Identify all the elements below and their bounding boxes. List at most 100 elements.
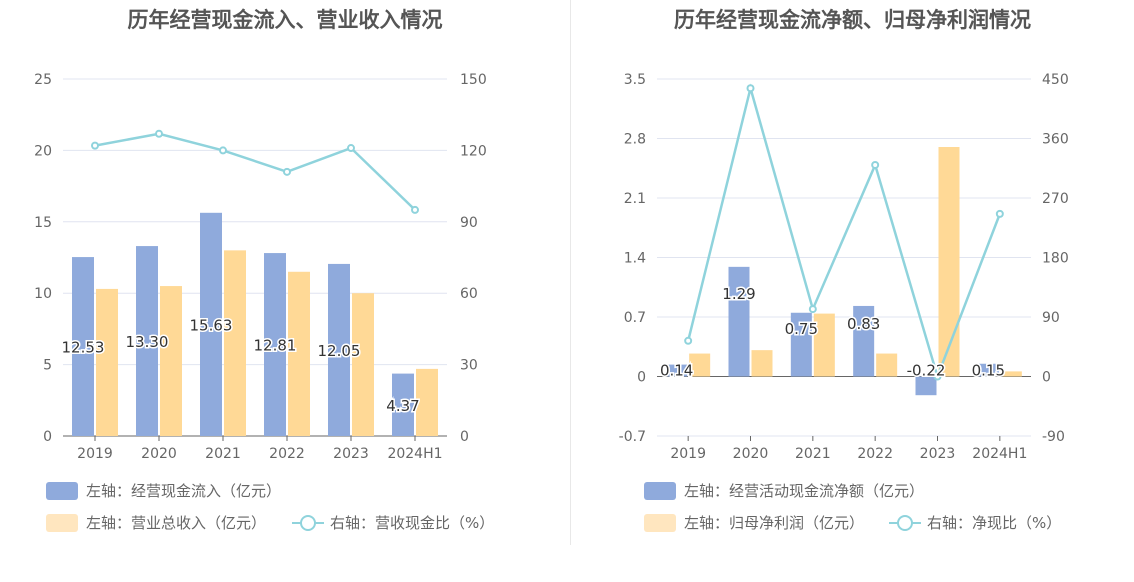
data-label: 0.15 (972, 362, 1005, 380)
y-tick-label-right: 360 (1042, 132, 1069, 148)
bar-orange (876, 353, 898, 377)
bar-blue (977, 363, 999, 377)
bar-blue (853, 305, 875, 377)
line-point (347, 144, 355, 153)
legend-label: 右轴：净现比（%） (927, 514, 1062, 532)
y-tick-label-right: 90 (1042, 310, 1060, 326)
legend-swatch-orange (46, 513, 78, 532)
y-tick-label-right: 150 (460, 72, 487, 88)
bar-blue (790, 312, 812, 377)
data-label: 0.75 (785, 320, 818, 338)
y-tick-label-right: -90 (1042, 429, 1065, 445)
y-tick-label-left: 25 (34, 72, 52, 88)
x-tick-label: 2024H1 (387, 446, 442, 462)
chart-svg-right: -0.7 -90 0 0 0.7 90 1.4 180 2.1 270 2.8 360 3.5 450 20… (619, 72, 1069, 462)
y-tick-label-right: 180 (1042, 251, 1069, 267)
bar-blue (200, 212, 222, 436)
data-label: 13.30 (126, 333, 169, 351)
chart-panel-right: 历年经营现金流净额、归母净利润情况 -0.7 -90 0 0 0.7 90 1.4 180 2.… (571, 0, 1134, 582)
bar-orange (224, 250, 246, 436)
y-tick-label-left: 10 (34, 286, 52, 302)
bar-blue (72, 257, 94, 436)
line-point (684, 336, 693, 345)
legend-line-icon (889, 514, 921, 532)
bar-orange (938, 147, 960, 377)
y-tick-label-right: 120 (460, 143, 487, 159)
line-point (808, 305, 817, 314)
legend-swatch-orange (644, 513, 676, 532)
y-tick-label-left: 1.4 (624, 251, 646, 267)
legend-item-net-cash-ratio[interactable]: 右轴：净现比（%） (889, 512, 1061, 533)
bar-blue (264, 253, 286, 436)
line-point (933, 372, 942, 381)
bar-orange (160, 286, 182, 436)
y-tick-label-right: 0 (1042, 370, 1051, 386)
line-point (283, 167, 291, 176)
bar-orange (689, 353, 711, 377)
panel-divider (570, 0, 571, 545)
bar-orange (416, 368, 438, 436)
bar-orange (288, 271, 310, 436)
y-tick-label-left: -0.7 (619, 429, 646, 445)
data-label: 1.29 (722, 285, 755, 303)
legend-item-net-cash-flow[interactable]: 左轴：经营活动现金流净额（亿元） (644, 480, 924, 501)
bar-orange (751, 350, 773, 377)
line-point (871, 160, 880, 169)
bar-orange (96, 288, 118, 436)
bar-blue (136, 246, 158, 436)
bar-blue (392, 373, 414, 436)
legend-label: 左轴：经营现金流入（亿元） (86, 482, 282, 500)
data-label: 0.14 (660, 362, 693, 380)
bar-orange (813, 313, 835, 377)
y-tick-label-right: 60 (460, 286, 478, 302)
x-tick-label: 2022 (857, 446, 893, 462)
y-tick-label-left: 0.7 (624, 310, 646, 326)
y-tick-label-left: 0 (43, 429, 52, 445)
y-tick-label-right: 90 (460, 215, 478, 231)
x-tick-label: 2020 (141, 446, 177, 462)
y-tick-label-left: 2.8 (624, 132, 646, 148)
bar-blue (666, 364, 688, 377)
data-label: 12.05 (318, 342, 361, 360)
line-point (219, 146, 227, 155)
chart-title-left: 历年经营现金流入、营业收入情况 (127, 8, 443, 32)
legend-swatch-blue (644, 481, 676, 500)
legend-item-cash-inflow[interactable]: 左轴：经营现金流入（亿元） (46, 480, 281, 501)
x-tick-label: 2019 (77, 446, 113, 462)
data-label: 15.63 (190, 316, 233, 334)
y-tick-label-right: 30 (460, 358, 478, 374)
legend-item-ratio[interactable]: 右轴：营收现金比（%） (292, 512, 494, 533)
line-point (91, 141, 99, 150)
data-label: 4.37 (386, 397, 419, 415)
legend-label: 左轴：经营活动现金流净额（亿元） (684, 482, 925, 500)
line-point (746, 84, 755, 93)
data-label: 12.53 (62, 339, 105, 357)
legend-line-icon (292, 514, 324, 532)
bar-blue (328, 263, 350, 436)
legend-item-revenue[interactable]: 左轴：营业总收入（亿元） (46, 512, 266, 533)
bar-orange (1000, 371, 1022, 377)
legend-label: 右轴：营收现金比（%） (330, 514, 495, 532)
legend-label: 左轴：营业总收入（亿元） (86, 514, 267, 532)
chart-panel-left: 历年经营现金流入、营业收入情况 0 0 5 30 10 60 15 90 20 120 25 150 2… (34, 8, 494, 533)
bar-orange (352, 293, 374, 436)
y-tick-label-right: 0 (460, 429, 469, 445)
legend-item-net-profit[interactable]: 左轴：归母净利润（亿元） (644, 512, 864, 533)
chart-svg-left: 0 0 5 30 10 60 15 90 20 120 25 150 2019 2020 2021 2022 2… (34, 72, 487, 462)
x-tick-label: 2023 (920, 446, 956, 462)
y-tick-label-left: 20 (34, 143, 52, 159)
bar-blue (728, 266, 750, 377)
x-tick-label: 2021 (795, 446, 831, 462)
y-tick-label-right: 270 (1042, 191, 1069, 207)
y-tick-label-left: 5 (43, 358, 52, 374)
legend-label: 左轴：归母净利润（亿元） (684, 514, 865, 532)
data-label: 12.81 (254, 337, 297, 355)
line-series (686, 83, 1002, 381)
x-tick-label: 2020 (733, 446, 769, 462)
y-tick-label-left: 15 (34, 215, 52, 231)
data-label: 0.83 (847, 315, 880, 333)
line-series (94, 132, 416, 211)
x-tick-label: 2019 (670, 446, 706, 462)
line-point (155, 129, 163, 138)
y-tick-label-right: 450 (1042, 72, 1069, 88)
